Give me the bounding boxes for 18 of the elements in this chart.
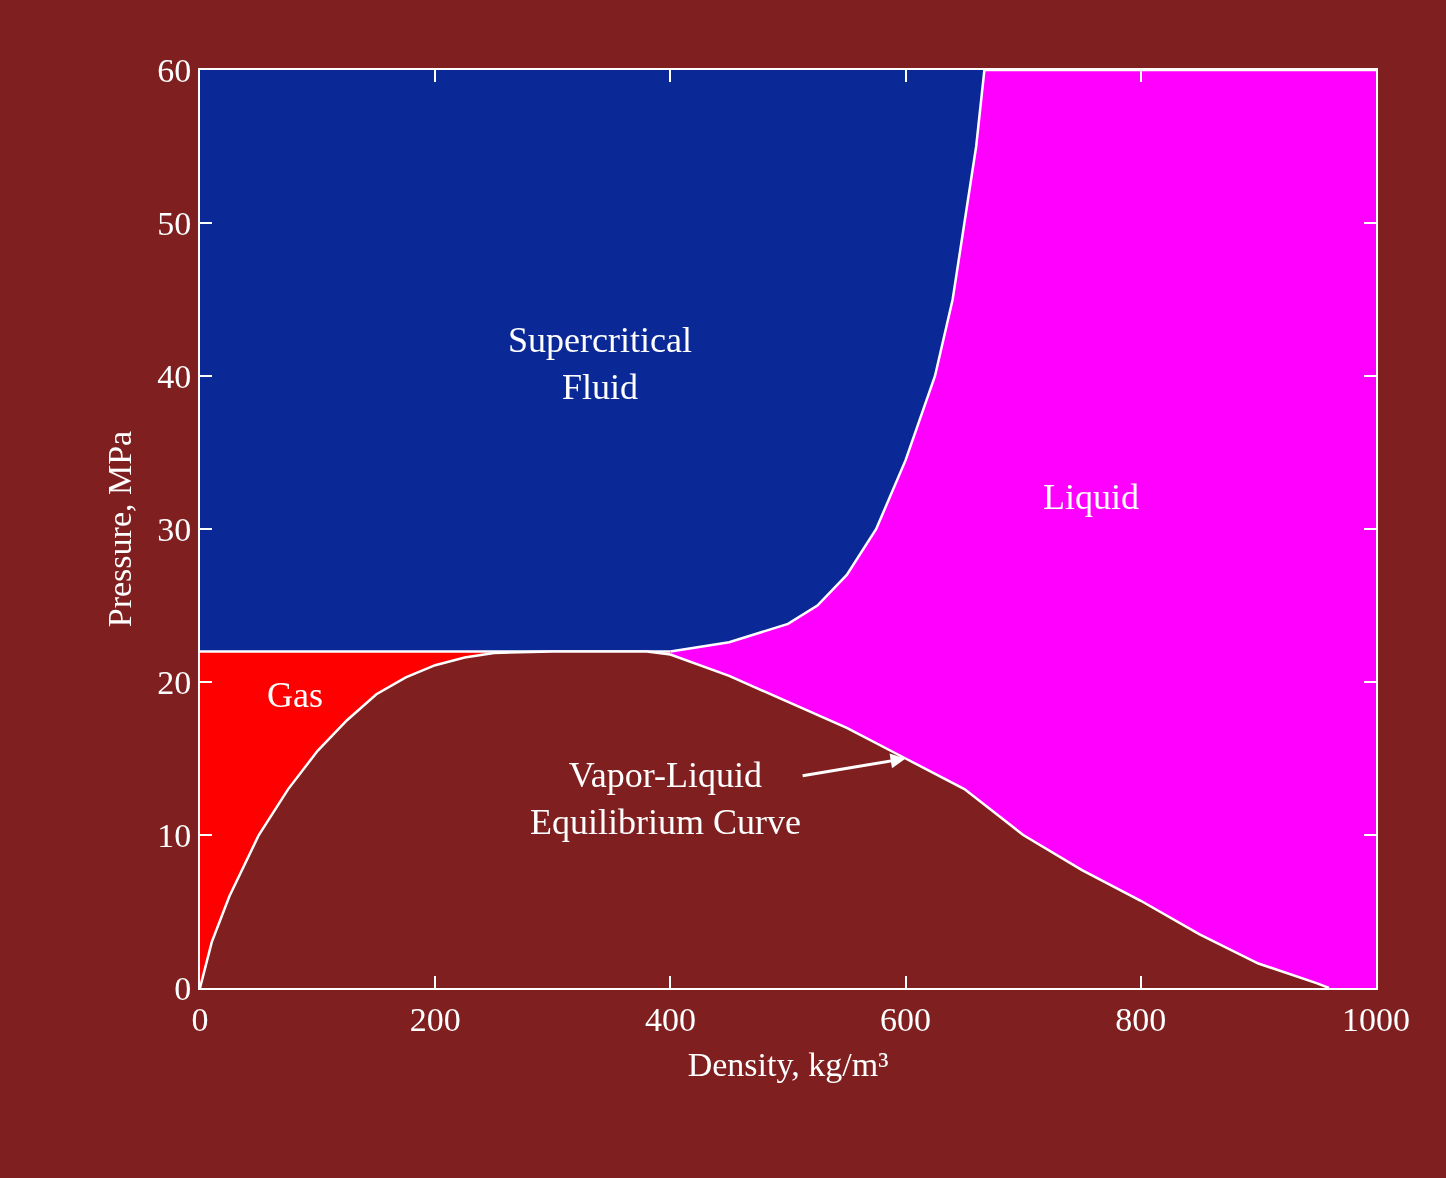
x-tick-label: 1000	[1342, 1000, 1410, 1038]
annotation: Vapor-Liquid Equilibrium Curve	[530, 755, 801, 842]
x-axis-title: Density, kg/m³	[687, 1045, 889, 1083]
y-tick-label: 60	[157, 51, 192, 89]
y-tick-label: 40	[157, 357, 192, 395]
y-tick-label: 10	[157, 816, 192, 854]
y-tick-label: 50	[157, 204, 192, 242]
annotation: Supercritical Fluid	[508, 320, 692, 407]
annotation: Gas	[267, 675, 323, 715]
annotation: Liquid	[1043, 477, 1139, 517]
x-tick-label: 200	[409, 1000, 461, 1038]
y-tick-label: 20	[157, 663, 192, 701]
x-tick-label: 400	[644, 1000, 696, 1038]
y-tick-label: 30	[157, 510, 192, 548]
y-axis-title: Pressure, MPa	[101, 430, 139, 628]
x-tick-label: 600	[880, 1000, 932, 1038]
y-tick-label: 0	[174, 969, 192, 1007]
x-tick-label: 800	[1115, 1000, 1167, 1038]
